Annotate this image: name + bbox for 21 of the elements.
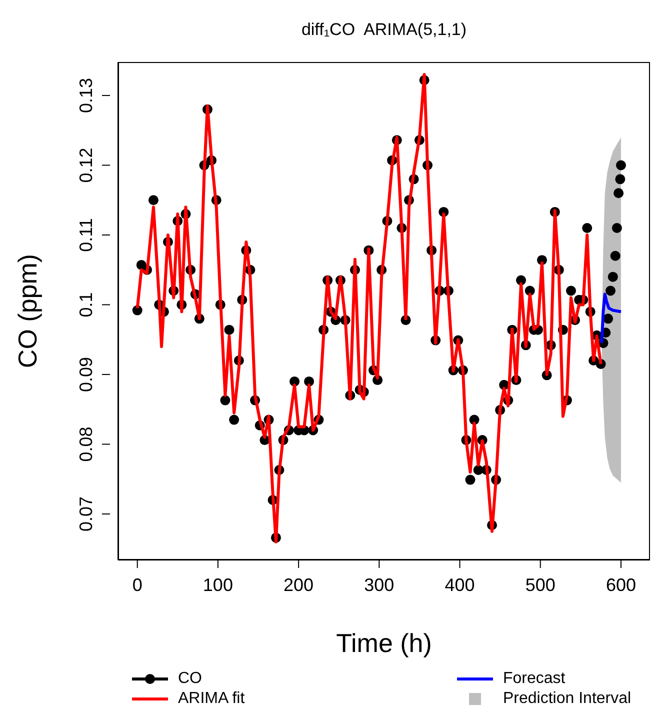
x-axis-title: Time (h) [336, 628, 432, 658]
x-tick-label: 600 [606, 574, 636, 595]
y-tick-label: 0.11 [76, 218, 96, 252]
x-tick-label: 400 [444, 574, 475, 595]
legend-label: CO [178, 670, 202, 688]
legend-label: Prediction Interval [503, 690, 632, 708]
legend-label: Forecast [503, 670, 566, 688]
y-tick-label: 0.08 [76, 426, 96, 462]
x-tick-label: 100 [202, 574, 233, 595]
x-tick-label: 0 [132, 574, 142, 595]
y-tick-label: 0.1 [76, 292, 96, 318]
y-tick-label: 0.13 [76, 78, 96, 113]
x-tick-label: 500 [525, 574, 556, 595]
y-tick-label: 0.12 [76, 148, 96, 183]
x-tick-label: 200 [284, 574, 314, 595]
y-axis-title: CO (ppm) [12, 254, 44, 368]
x-tick-label: 300 [364, 574, 394, 595]
legend-label: ARIMA fit [178, 690, 245, 708]
y-tick-label: 0.09 [76, 356, 96, 392]
y-tick-label: 0.07 [76, 496, 96, 532]
chart-title: diff₁CO ARIMA(5,1,1) [300, 20, 468, 40]
